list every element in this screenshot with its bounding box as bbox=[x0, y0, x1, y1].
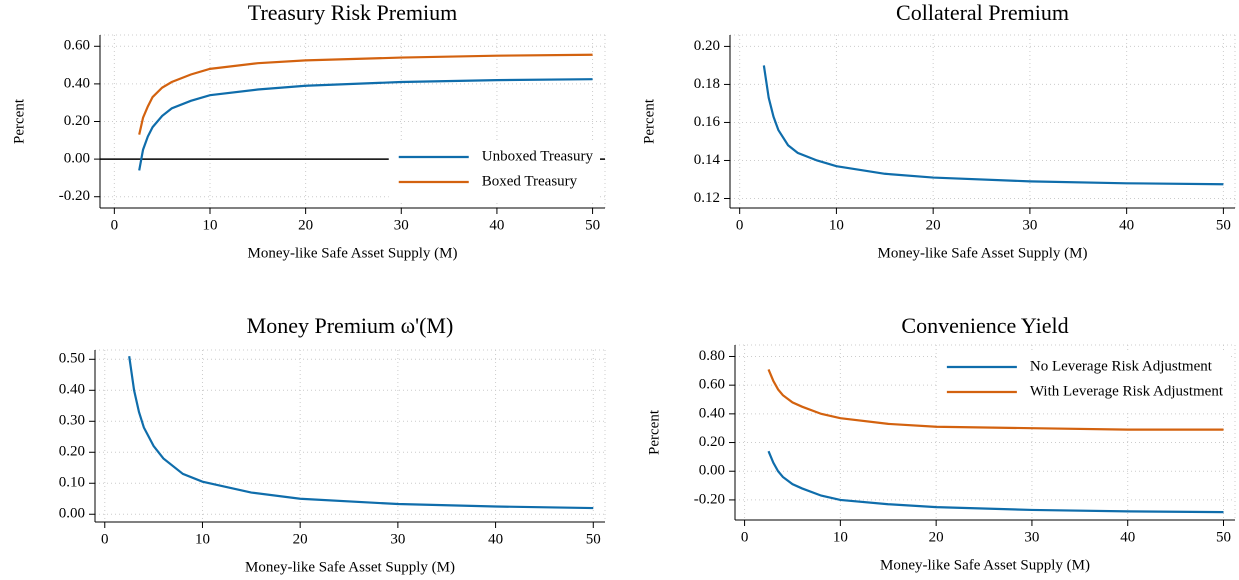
y-tick-label: 0.20 bbox=[694, 38, 720, 54]
x-tick-label: 10 bbox=[829, 217, 844, 233]
y-tick-label: 0.14 bbox=[694, 152, 721, 168]
x-tick-label: 0 bbox=[741, 529, 749, 545]
y-tick-label: 0.30 bbox=[59, 413, 85, 429]
series-line bbox=[767, 450, 1224, 514]
y-tick-label: 0.00 bbox=[59, 506, 85, 522]
y-tick-label: -0.20 bbox=[59, 188, 90, 204]
y-tick-label: 0.80 bbox=[699, 348, 725, 364]
y-tick-label: 0.18 bbox=[694, 76, 720, 92]
series-line bbox=[767, 368, 1224, 431]
legend: No Leverage Risk Adjustment With Leverage… bbox=[936, 350, 1230, 410]
x-tick-label: 40 bbox=[1119, 217, 1134, 233]
x-tick-label: 50 bbox=[586, 531, 601, 547]
x-tick-label: 50 bbox=[1216, 529, 1231, 545]
y-tick-label: 0.60 bbox=[699, 377, 725, 393]
series-line bbox=[762, 65, 1224, 186]
y-tick-label: 0.40 bbox=[59, 382, 85, 398]
x-tick-label: 20 bbox=[926, 217, 941, 233]
y-tick-label: -0.20 bbox=[694, 491, 725, 507]
x-tick-label: 10 bbox=[202, 217, 217, 233]
legend-label: No Leverage Risk Adjustment bbox=[1030, 358, 1213, 374]
x-tick-label: 0 bbox=[736, 217, 744, 233]
x-axis-label: Money-like Safe Asset Supply (M) bbox=[245, 559, 455, 575]
x-tick-label: 10 bbox=[195, 531, 210, 547]
y-tick-label: 0.00 bbox=[64, 151, 90, 167]
legend-box bbox=[936, 350, 1230, 410]
y-axis-label: Percent bbox=[646, 409, 662, 455]
y-tick-label: 0.10 bbox=[59, 475, 85, 491]
legend-box bbox=[388, 140, 600, 200]
y-axis-label: Percent bbox=[641, 98, 657, 144]
x-axis-label: Money-like Safe Asset Supply (M) bbox=[878, 245, 1088, 261]
y-tick-label: 0.50 bbox=[59, 351, 85, 367]
chart-title: Money Premium ω'(M) bbox=[247, 313, 454, 338]
legend: Unboxed Treasury Boxed Treasury bbox=[388, 140, 600, 200]
x-tick-label: 30 bbox=[394, 217, 409, 233]
x-tick-label: 20 bbox=[929, 529, 944, 545]
x-tick-label: 10 bbox=[833, 529, 848, 545]
legend-label: Unboxed Treasury bbox=[482, 148, 594, 164]
x-tick-label: 0 bbox=[101, 531, 109, 547]
chart-title: Collateral Premium bbox=[896, 0, 1069, 25]
legend-label: With Leverage Risk Adjustment bbox=[1030, 383, 1224, 399]
x-tick-label: 20 bbox=[293, 531, 308, 547]
x-tick-label: 40 bbox=[488, 531, 503, 547]
x-axis-label: Money-like Safe Asset Supply (M) bbox=[248, 245, 458, 261]
x-tick-label: 30 bbox=[390, 531, 405, 547]
x-tick-label: 40 bbox=[489, 217, 504, 233]
y-tick-label: 0.12 bbox=[694, 190, 720, 206]
x-tick-label: 40 bbox=[1120, 529, 1135, 545]
legend-label: Boxed Treasury bbox=[482, 173, 578, 189]
x-tick-label: 30 bbox=[1022, 217, 1037, 233]
y-tick-label: 0.20 bbox=[699, 434, 725, 450]
x-tick-label: 50 bbox=[585, 217, 600, 233]
x-axis-label: Money-like Safe Asset Supply (M) bbox=[880, 557, 1090, 573]
y-tick-label: 0.00 bbox=[699, 463, 725, 479]
y-tick-label: 0.20 bbox=[59, 444, 85, 460]
y-tick-label: 0.40 bbox=[64, 75, 90, 91]
series-line bbox=[128, 356, 594, 510]
x-tick-label: 20 bbox=[298, 217, 313, 233]
x-tick-label: 50 bbox=[1216, 217, 1231, 233]
y-tick-label: 0.40 bbox=[699, 405, 725, 421]
y-axis-label: Percent bbox=[11, 98, 27, 144]
chart-title: Convenience Yield bbox=[901, 313, 1068, 338]
chart-title: Treasury Risk Premium bbox=[248, 0, 457, 25]
x-tick-label: 0 bbox=[111, 217, 119, 233]
series-line bbox=[138, 78, 593, 171]
y-tick-label: 0.20 bbox=[64, 113, 90, 129]
series-line bbox=[138, 53, 593, 135]
y-tick-label: 0.60 bbox=[64, 38, 90, 54]
y-tick-label: 0.16 bbox=[694, 114, 721, 130]
x-tick-label: 30 bbox=[1024, 529, 1039, 545]
